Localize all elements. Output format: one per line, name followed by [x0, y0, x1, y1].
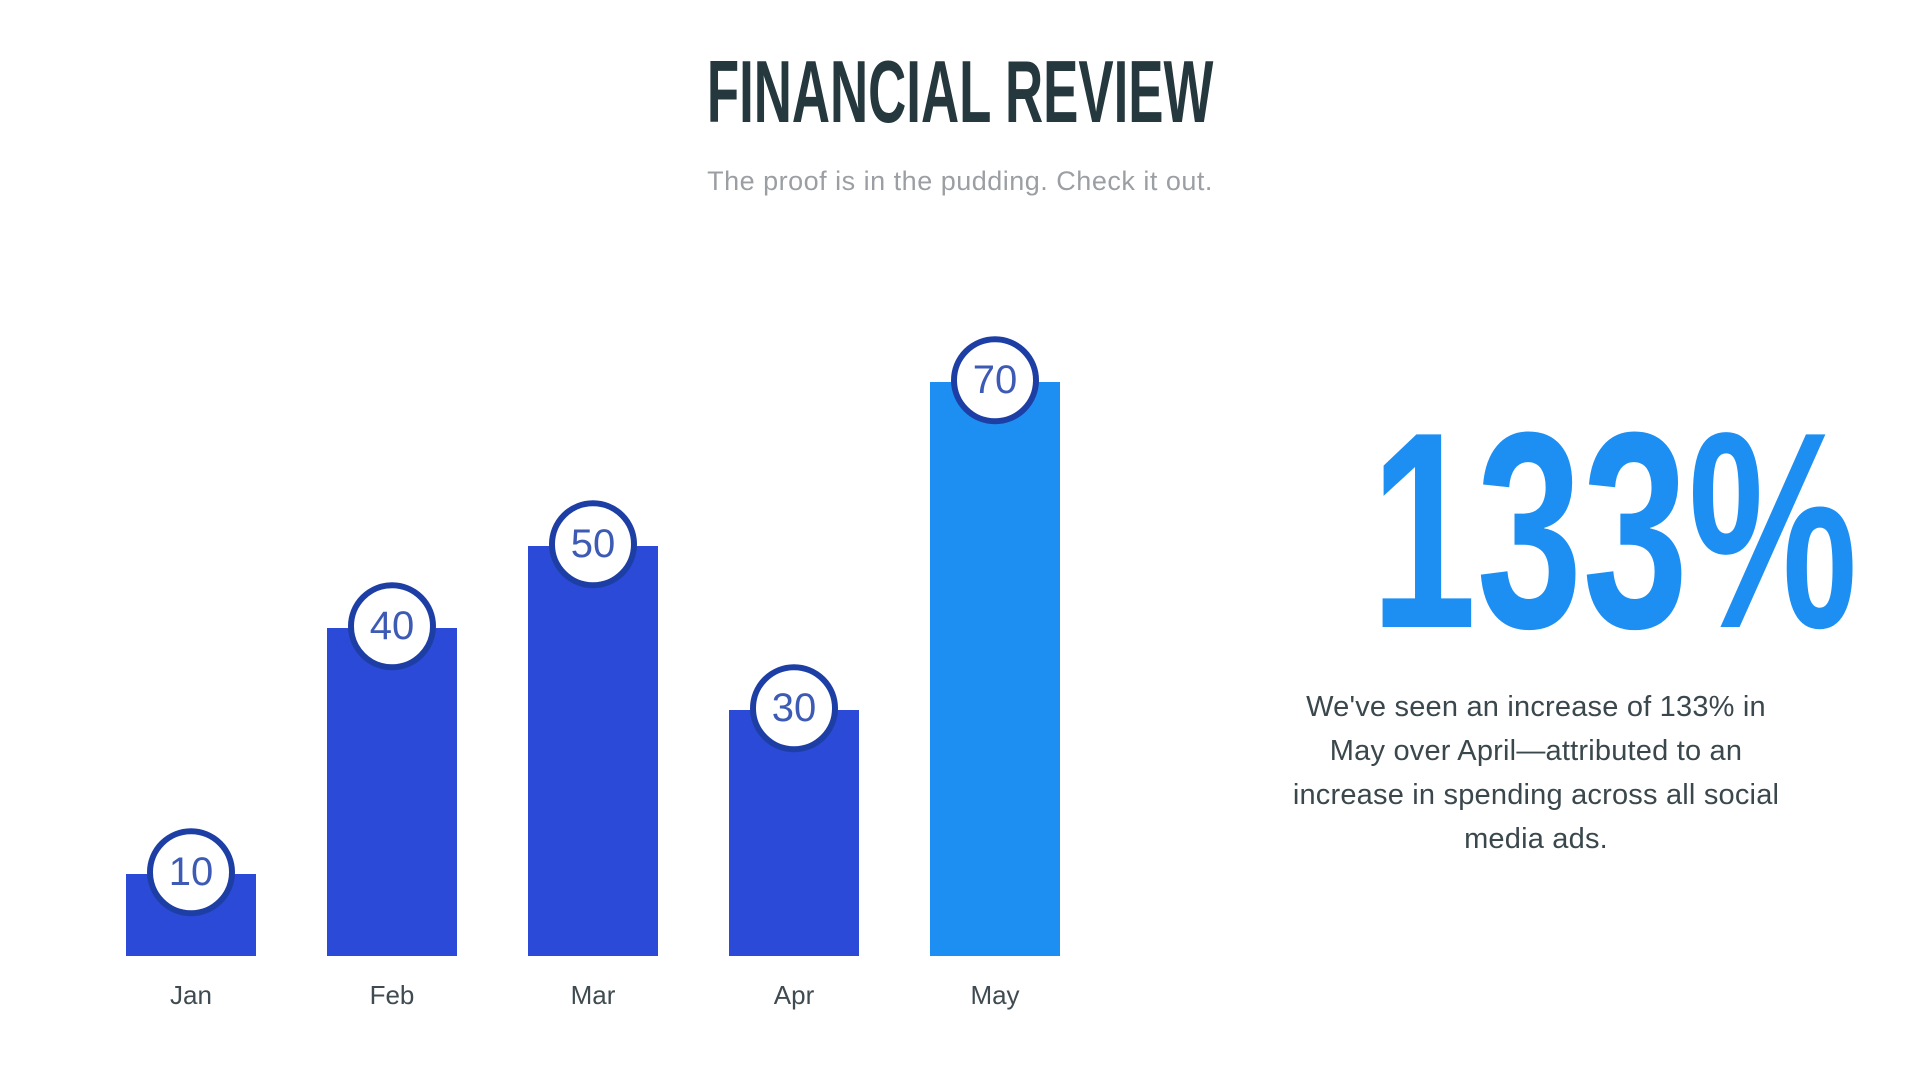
page-subtitle: The proof is in the pudding. Check it ou…: [707, 166, 1213, 196]
value-badge: 30: [750, 664, 838, 753]
bar-column: 70 May: [930, 336, 1060, 1010]
bar: 10: [126, 828, 256, 956]
value-badge: 70: [951, 336, 1039, 425]
page-title: FINANCIAL REVIEW: [706, 42, 1214, 141]
category-label: Feb: [369, 980, 415, 1010]
bar: 30: [729, 664, 859, 956]
stat-block: 133% We've seen an increase of 133% in M…: [1256, 391, 1858, 861]
category-label: May: [970, 980, 1020, 1010]
category-label: Mar: [570, 980, 616, 1010]
bar-column: 50 Mar: [528, 382, 658, 1010]
category-label: Jan: [170, 980, 212, 1010]
bar-column: 40 Feb: [327, 382, 457, 1010]
header: FINANCIAL REVIEW: [0, 48, 1920, 136]
stat-value: 133%: [1370, 375, 1858, 687]
bar-column: 30 Apr: [729, 382, 859, 1010]
subheader: The proof is in the pudding. Check it ou…: [0, 166, 1920, 197]
bar-chart: 10 Jan 40 Feb 50 Mar 30 Apr 70 May: [126, 336, 1060, 1010]
bar: 70: [930, 336, 1060, 956]
value-badge: 10: [147, 828, 235, 917]
bar: 50: [528, 500, 658, 956]
value-badge: 50: [549, 500, 637, 589]
value-badge: 40: [348, 582, 436, 671]
bar-column: 10 Jan: [126, 382, 256, 1010]
bar: 40: [327, 582, 457, 956]
category-label: Apr: [773, 980, 815, 1010]
stat-description: We've seen an increase of 133% in May ov…: [1292, 691, 1780, 856]
